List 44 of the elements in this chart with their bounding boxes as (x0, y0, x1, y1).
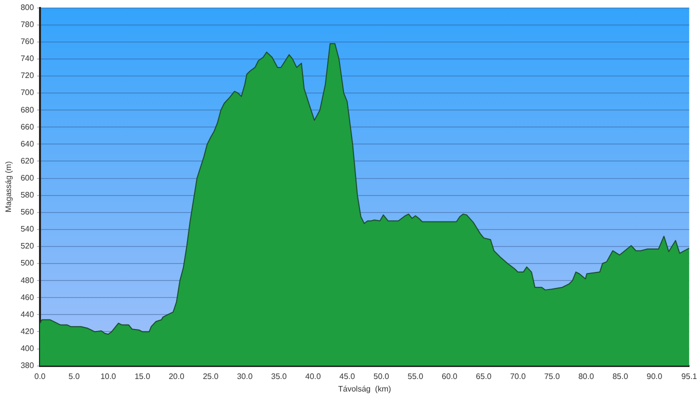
y-tick-label: 760 (20, 37, 34, 46)
y-tick-label: 380 (20, 361, 34, 370)
x-tick-label: 70.0 (510, 372, 526, 381)
x-tick-label: 40.0 (305, 372, 322, 381)
x-tick-label: 5.0 (68, 372, 80, 381)
y-tick-label: 720 (20, 71, 34, 80)
x-tick-label: 75.0 (544, 372, 560, 381)
y-tick-label: 780 (20, 20, 34, 30)
x-tick-label: 95.1 (681, 372, 698, 381)
x-tick-label: 60.0 (442, 372, 458, 381)
x-tick-label: 45.0 (339, 372, 356, 381)
y-tick-label: 460 (20, 292, 34, 302)
y-tick-label: 500 (20, 258, 34, 268)
x-tick-label: 80.0 (578, 372, 594, 381)
x-tick-label: 15.0 (134, 372, 151, 381)
y-tick-label: 540 (20, 224, 34, 234)
y-tick-label: 440 (20, 310, 34, 319)
x-tick-label: 55.0 (408, 372, 424, 381)
x-tick-label: 50.0 (374, 372, 390, 381)
y-tick-label: 680 (20, 105, 34, 114)
x-tick-label: 25.0 (202, 372, 219, 381)
x-tick-label: 20.0 (168, 372, 185, 381)
y-tick-label: 600 (20, 173, 34, 182)
y-tick-label: 520 (20, 242, 34, 251)
y-tick-label: 480 (20, 276, 34, 285)
y-tick-label: 400 (20, 344, 34, 353)
y-axis-title: Magasság (m) (4, 160, 14, 212)
x-tick-label: 35.0 (271, 372, 288, 381)
y-tick-label: 420 (20, 326, 34, 336)
x-tick-label: 85.0 (612, 372, 629, 381)
y-tick-label: 640 (20, 139, 34, 148)
x-tick-label: 65.0 (476, 372, 492, 381)
y-tick-label: 700 (20, 88, 34, 98)
x-tick-label: 90.0 (646, 372, 663, 381)
x-tick-label: 10.0 (100, 372, 117, 381)
x-axis-title: Távolság (km) (338, 384, 392, 394)
y-tick-label: 580 (20, 190, 34, 200)
y-tick-label: 740 (20, 54, 34, 64)
y-tick-label: 620 (20, 156, 34, 166)
y-tick-label: 660 (20, 122, 34, 132)
x-tick-label: 30.0 (236, 372, 254, 381)
y-tick-label: 800 (20, 3, 34, 12)
x-tick-label: 0.0 (34, 372, 46, 381)
y-tick-label: 560 (20, 208, 34, 217)
